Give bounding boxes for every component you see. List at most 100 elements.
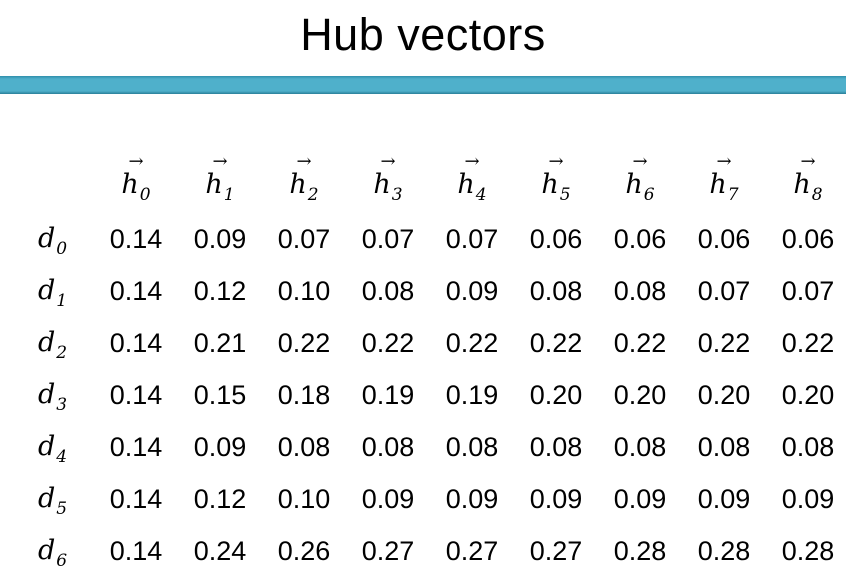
column-header-subscript: 1 (223, 185, 235, 205)
table-cell: 0.09 (613, 484, 667, 514)
table-cell: 0.14 (109, 328, 163, 358)
row-label-base: d (38, 431, 56, 462)
table-cell: 0.12 (193, 276, 247, 306)
slide-title: Hub vectors (300, 9, 546, 60)
table-cell: 0.14 (109, 536, 163, 566)
table-cell: 0.06 (613, 224, 667, 254)
table-cell: 0.08 (613, 276, 667, 306)
row-label-base: d (38, 327, 56, 358)
column-header-base: h (541, 169, 559, 200)
column-header-base: h (793, 169, 811, 200)
row-label-subscript: 6 (56, 551, 68, 571)
table-cell: 0.28 (613, 536, 667, 566)
row-label-d3: d3 (38, 372, 98, 418)
column-header-symbol: h8 (778, 170, 838, 210)
column-header-symbol: h1 (190, 170, 250, 210)
row-label-base: d (38, 379, 56, 410)
column-header-h0: → h0 (106, 151, 166, 210)
column-header-h4: → h4 (442, 153, 502, 210)
column-header-subscript: 3 (391, 185, 403, 205)
row-label-d5: d5 (38, 476, 98, 522)
row-label-d1: d1 (38, 268, 98, 314)
row-label-base: d (38, 275, 56, 306)
table-cell: 0.07 (781, 276, 835, 306)
column-header-base: h (709, 169, 727, 200)
table-cell: 0.08 (529, 432, 583, 462)
column-header-h8: → h8 (778, 153, 838, 210)
row-label-d0: d0 (38, 216, 98, 262)
column-header-h3: → h3 (358, 153, 418, 210)
row-label-subscript: 4 (56, 447, 68, 467)
table-cell: 0.21 (193, 328, 247, 358)
column-header-subscript: 7 (727, 185, 739, 205)
table-cell: 0.14 (109, 224, 163, 254)
column-header-h1: → h1 (190, 151, 250, 210)
row-label-d2: d2 (38, 320, 98, 366)
vector-arrow-icon: → (212, 151, 228, 172)
column-header-subscript: 5 (559, 185, 571, 205)
table-cell: 0.14 (109, 276, 163, 306)
table-cell: 0.08 (445, 432, 499, 462)
table-cell: 0.20 (529, 380, 583, 410)
column-header-subscript: 8 (811, 185, 823, 205)
column-header-h6: → h6 (610, 153, 670, 210)
row-label-subscript: 0 (56, 239, 68, 259)
table-cell: 0.08 (613, 432, 667, 462)
column-header-base: h (121, 169, 139, 200)
vector-arrow-icon: → (128, 151, 144, 172)
row-label-subscript: 3 (56, 395, 68, 415)
column-header-symbol: h2 (274, 170, 334, 210)
row-label-base: d (38, 223, 56, 254)
row-label-base: d (38, 483, 56, 514)
column-header-symbol: h0 (106, 170, 166, 210)
column-header-subscript: 4 (475, 185, 487, 205)
column-header-h7: → h7 (694, 151, 754, 210)
column-header-symbol: h7 (694, 170, 754, 210)
table-cell: 0.08 (361, 276, 415, 306)
table-cell: 0.08 (781, 432, 835, 462)
column-header-base: h (289, 169, 307, 200)
column-header-symbol: h4 (442, 170, 502, 210)
column-header-symbol: h6 (610, 170, 670, 210)
table-cell: 0.07 (697, 276, 751, 306)
table-cell: 0.18 (277, 380, 331, 410)
table-cell: 0.09 (193, 224, 247, 254)
column-header-base: h (625, 169, 643, 200)
column-header-symbol: h3 (358, 170, 418, 210)
title-divider-bar (0, 76, 846, 94)
vector-arrow-icon: → (548, 151, 564, 172)
table-cell: 0.09 (781, 484, 835, 514)
table-cell: 0.08 (697, 432, 751, 462)
column-header-h2: → h2 (274, 153, 334, 210)
table-cell: 0.20 (781, 380, 835, 410)
table-cell: 0.19 (445, 380, 499, 410)
table-cell: 0.27 (445, 536, 499, 566)
column-header-h5: → h5 (526, 151, 586, 208)
table-cell: 0.09 (445, 276, 499, 306)
column-header-base: h (457, 169, 475, 200)
table-cell: 0.09 (529, 484, 583, 514)
table-cell: 0.27 (361, 536, 415, 566)
table-cell: 0.22 (781, 328, 835, 358)
table-cell: 0.09 (361, 484, 415, 514)
table-cell: 0.06 (529, 224, 583, 254)
table-cell: 0.28 (781, 536, 835, 566)
column-header-subscript: 0 (139, 185, 151, 205)
table-cell: 0.26 (277, 536, 331, 566)
table-cell: 0.20 (697, 380, 751, 410)
table-cell: 0.22 (529, 328, 583, 358)
table-cell: 0.22 (277, 328, 331, 358)
vector-arrow-icon: → (716, 151, 732, 172)
table-cell: 0.09 (697, 484, 751, 514)
table-cell: 0.08 (529, 276, 583, 306)
table-cell: 0.08 (361, 432, 415, 462)
table-cell: 0.06 (781, 224, 835, 254)
table-cell: 0.09 (193, 432, 247, 462)
row-label-d6: d6 (38, 528, 98, 574)
table-cell: 0.07 (361, 224, 415, 254)
table-cell: 0.15 (193, 380, 247, 410)
row-label-subscript: 1 (56, 291, 68, 311)
column-header-base: h (373, 169, 391, 200)
row-label-base: d (38, 535, 56, 566)
table-cell: 0.07 (445, 224, 499, 254)
